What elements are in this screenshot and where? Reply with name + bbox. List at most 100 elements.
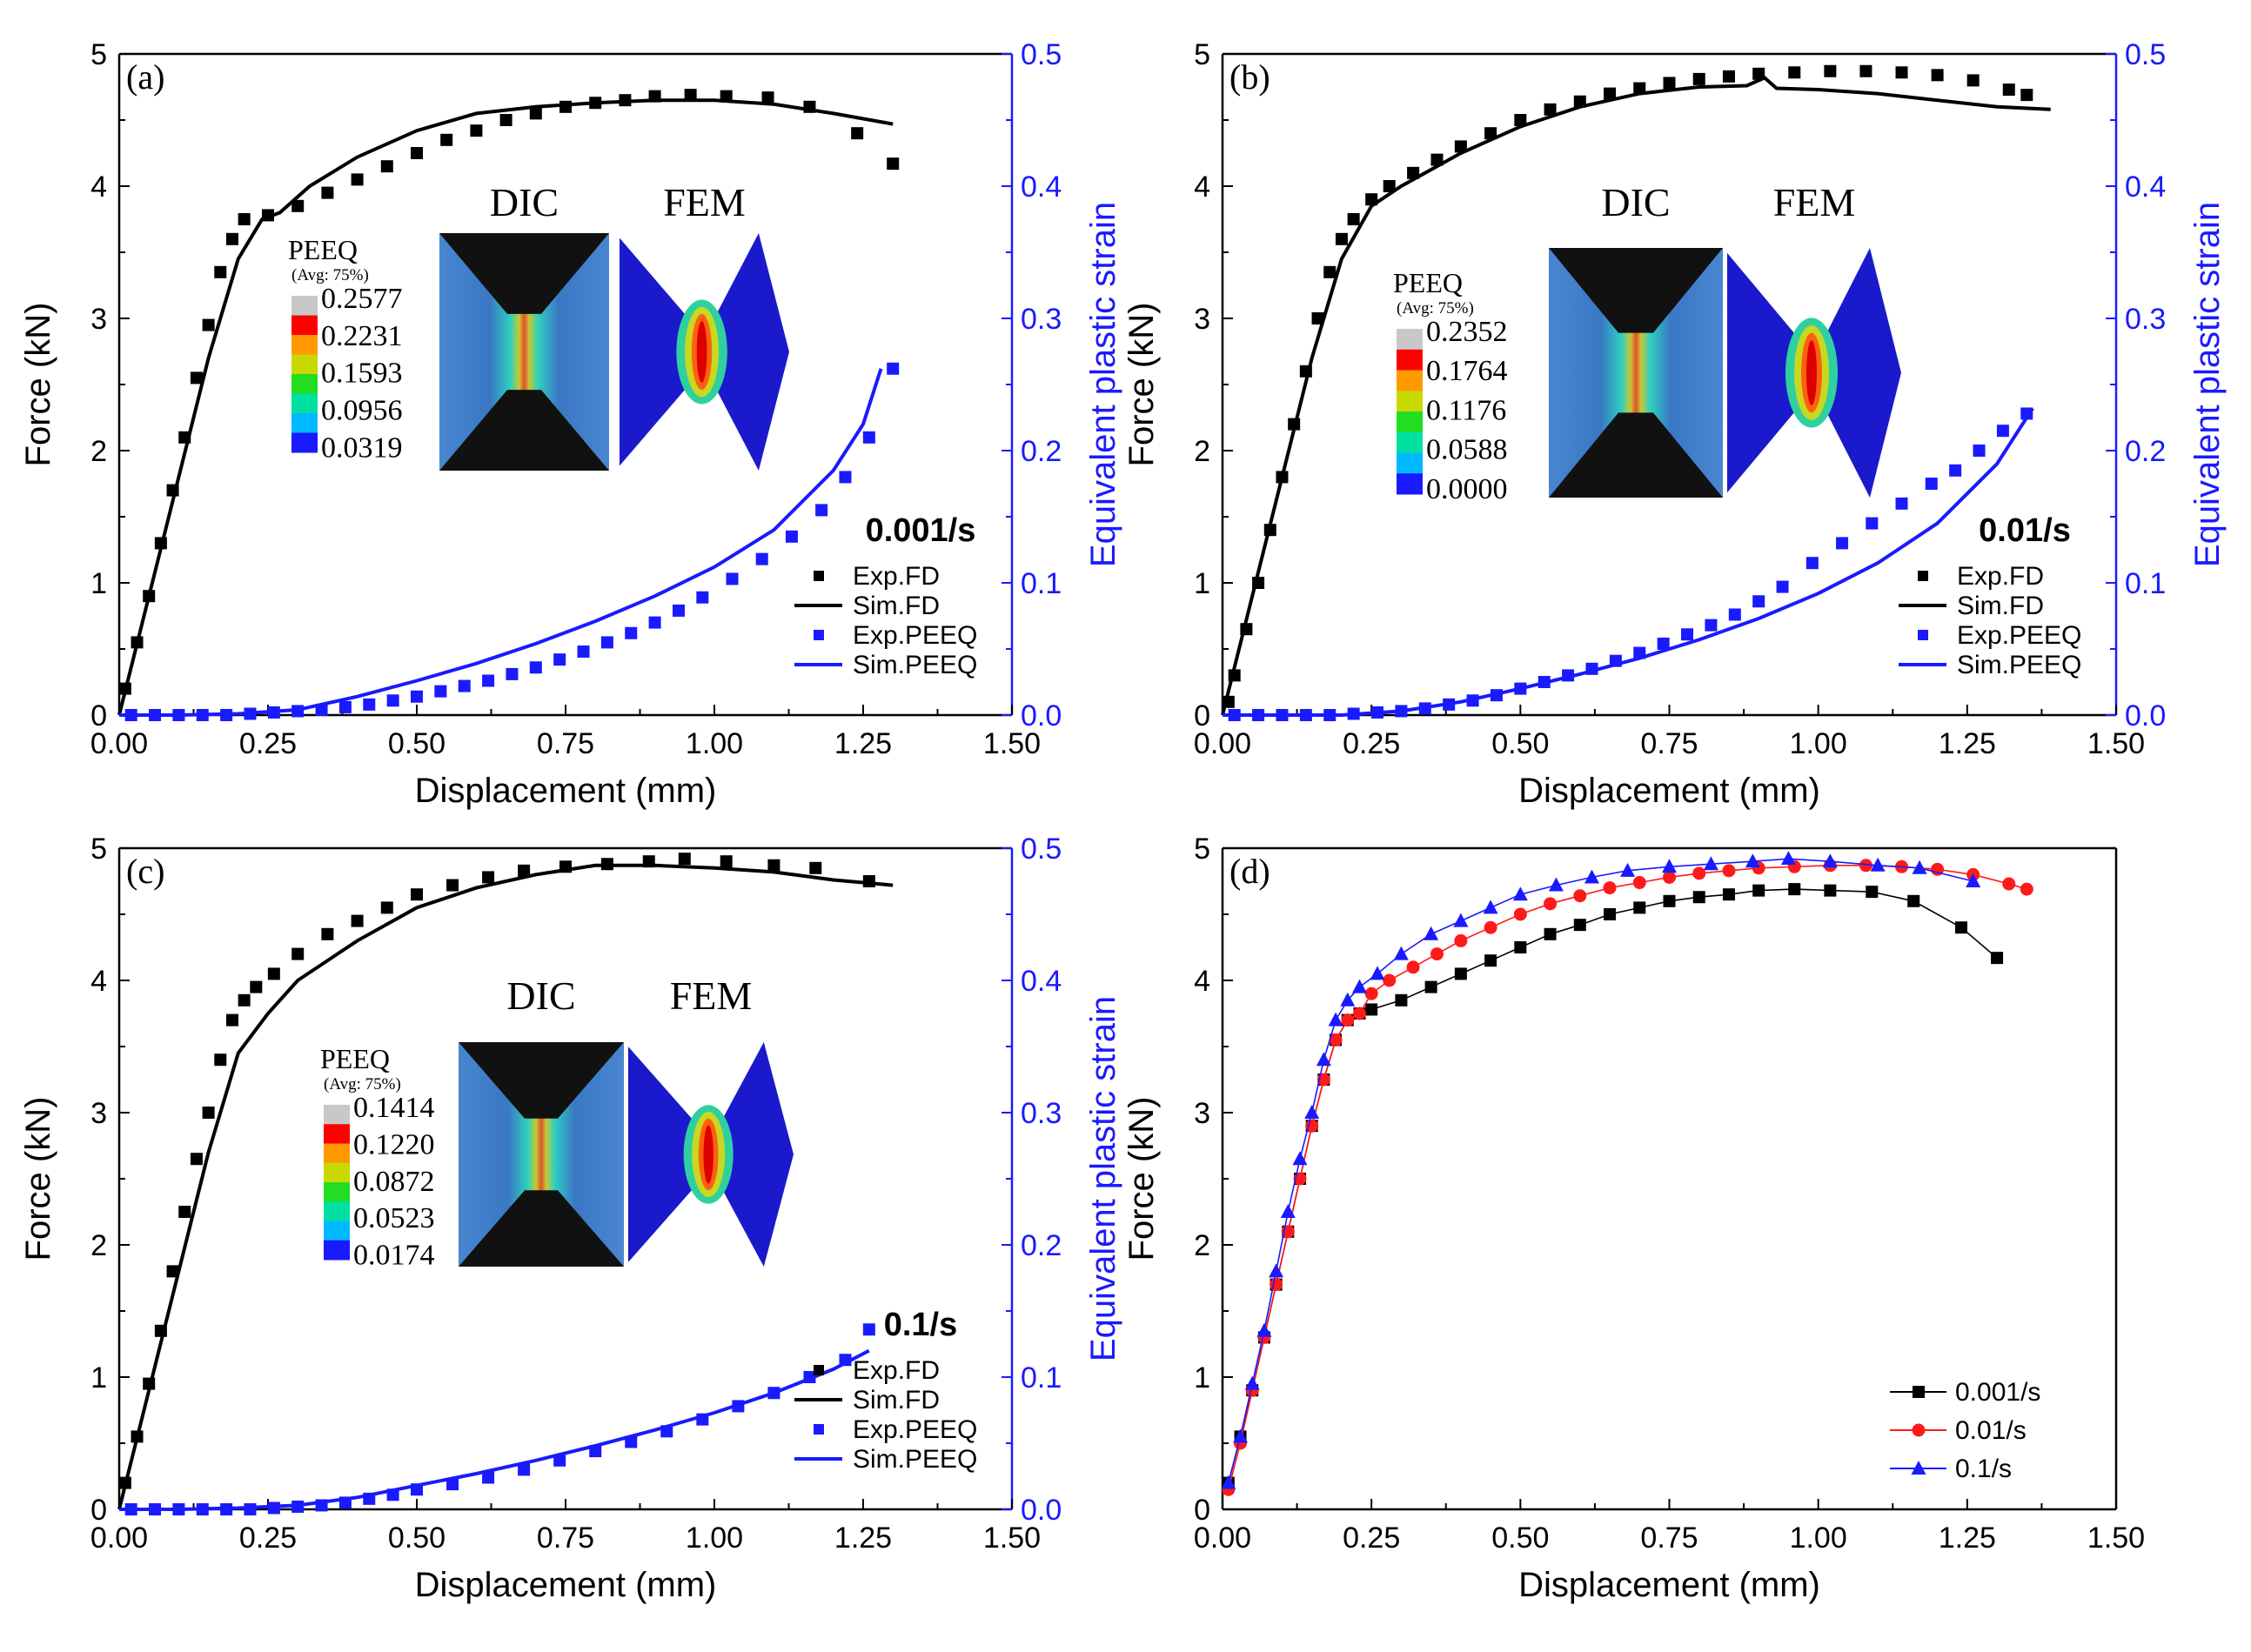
x-tick-label: 1.50: [2087, 727, 2145, 760]
y-axis-label: Force (kN): [19, 303, 57, 467]
x-tick-label: 0.25: [239, 727, 297, 760]
data-point: [1925, 478, 1938, 490]
colorbar-swatch: [324, 1201, 350, 1221]
y-tick-label: 5: [1194, 38, 1210, 71]
y-right-tick-label: 0.5: [1021, 833, 1062, 866]
fem-contour-core: [703, 1125, 713, 1184]
y-tick-label: 1: [90, 567, 107, 600]
series-connector: [1228, 865, 2027, 1490]
data-point: [1966, 74, 1980, 87]
y-right-axis-label: Equivalent plastic strain: [2188, 202, 2227, 567]
data-point: [1866, 886, 1879, 899]
data-point: [2002, 877, 2016, 891]
x-tick-label: 0.00: [90, 727, 148, 760]
x-tick-label: 0.50: [388, 1522, 446, 1555]
data-point: [1663, 870, 1676, 884]
data-point: [267, 967, 280, 980]
data-point: [1424, 926, 1439, 940]
colorbar-value: 0.1220: [353, 1128, 435, 1160]
data-point: [1335, 232, 1348, 245]
y-right-tick-label: 0.4: [1021, 171, 1062, 204]
data-point: [1692, 891, 1705, 904]
x-tick-label: 0.00: [90, 1522, 148, 1555]
strain-rate-label: 0.001/s: [866, 512, 976, 549]
x-tick-label: 0.25: [1343, 1522, 1400, 1555]
colorbar-value: 0.1764: [1426, 355, 1508, 387]
colorbar-swatch: [291, 393, 318, 414]
y-tick-label: 2: [1194, 435, 1210, 468]
data-point: [1383, 180, 1396, 192]
y-tick-label: 3: [90, 303, 107, 336]
data-point: [1822, 853, 1838, 868]
data-point: [434, 685, 447, 698]
panel-label: (b): [1229, 57, 1270, 97]
data-point: [1895, 497, 1908, 510]
colorbar-swatch: [291, 315, 318, 336]
y-tick-label: 2: [90, 435, 107, 468]
colorbar-swatch: [1397, 391, 1423, 412]
data-point: [1453, 913, 1469, 927]
data-point: [1805, 557, 1819, 570]
data-point: [529, 107, 542, 120]
data-point: [1548, 877, 1564, 892]
data-point: [1870, 857, 1886, 872]
x-tick-label: 0.75: [537, 1522, 594, 1555]
panel-label: (c): [126, 852, 164, 891]
x-tick-label: 0.75: [537, 727, 594, 760]
y-right-tick-label: 0.3: [1021, 1097, 1062, 1130]
series-0-1-s: [1221, 851, 1981, 1489]
data-point: [1233, 1428, 1249, 1443]
x-axis-label: Displacement (mm): [415, 1566, 717, 1604]
legend-marker: [1912, 1423, 1926, 1437]
series-connector: [1228, 858, 1973, 1483]
y-tick-label: 0: [90, 1494, 107, 1527]
y-right-tick-label: 0.1: [1021, 1361, 1062, 1395]
legend-label: 0.1/s: [1955, 1455, 2012, 1483]
data-point: [351, 173, 364, 186]
data-point: [1604, 87, 1617, 100]
x-tick-label: 0.00: [1194, 727, 1251, 760]
data-point: [1931, 69, 1944, 82]
series-exp-peeq: [124, 1323, 875, 1515]
data-point: [482, 1471, 495, 1484]
y-right-tick-label: 0.0: [1021, 699, 1062, 732]
data-point: [1544, 897, 1558, 911]
data-point: [678, 853, 691, 866]
data-point: [446, 1478, 459, 1491]
dic-title: DIC: [1601, 180, 1670, 224]
data-point: [815, 504, 828, 517]
series-line: [117, 863, 894, 1510]
data-point: [238, 213, 251, 225]
colorbar-swatch: [1397, 473, 1423, 495]
data-point: [1383, 973, 1397, 987]
x-tick-label: 1.25: [1939, 1522, 1996, 1555]
dic-top-grip: [1549, 248, 1723, 333]
peeq-title: PEEQ: [288, 234, 358, 265]
data-point: [1256, 1322, 1272, 1337]
data-point: [1328, 1012, 1343, 1027]
data-point: [1270, 1278, 1283, 1292]
colorbar-value: 0.1176: [1426, 394, 1506, 426]
series-0-01-s: [1222, 859, 2033, 1496]
data-point: [386, 694, 399, 707]
colorbar-swatch: [291, 335, 318, 355]
fem-top-notch: [628, 1042, 764, 1126]
fem-title: FEM: [670, 973, 753, 1018]
data-point: [214, 265, 227, 278]
data-point: [1996, 425, 2009, 438]
y-right-tick-label: 0.2: [2125, 435, 2166, 468]
data-point: [767, 859, 780, 872]
y-right-tick-label: 0.5: [1021, 38, 1062, 71]
x-tick-label: 1.25: [834, 1522, 892, 1555]
data-point: [1703, 856, 1718, 871]
panel-label: (a): [126, 57, 164, 97]
data-point: [600, 636, 613, 649]
data-point: [1484, 954, 1497, 967]
fem-top-notch: [1727, 248, 1870, 341]
data-point: [1573, 889, 1587, 903]
colorbar-value: 0.0588: [1426, 434, 1508, 466]
data-point: [2020, 882, 2033, 896]
legend: 0.001/s 0.01/s 0.1/s: [1890, 1378, 2040, 1483]
y-right-tick-label: 0.2: [1021, 435, 1062, 468]
